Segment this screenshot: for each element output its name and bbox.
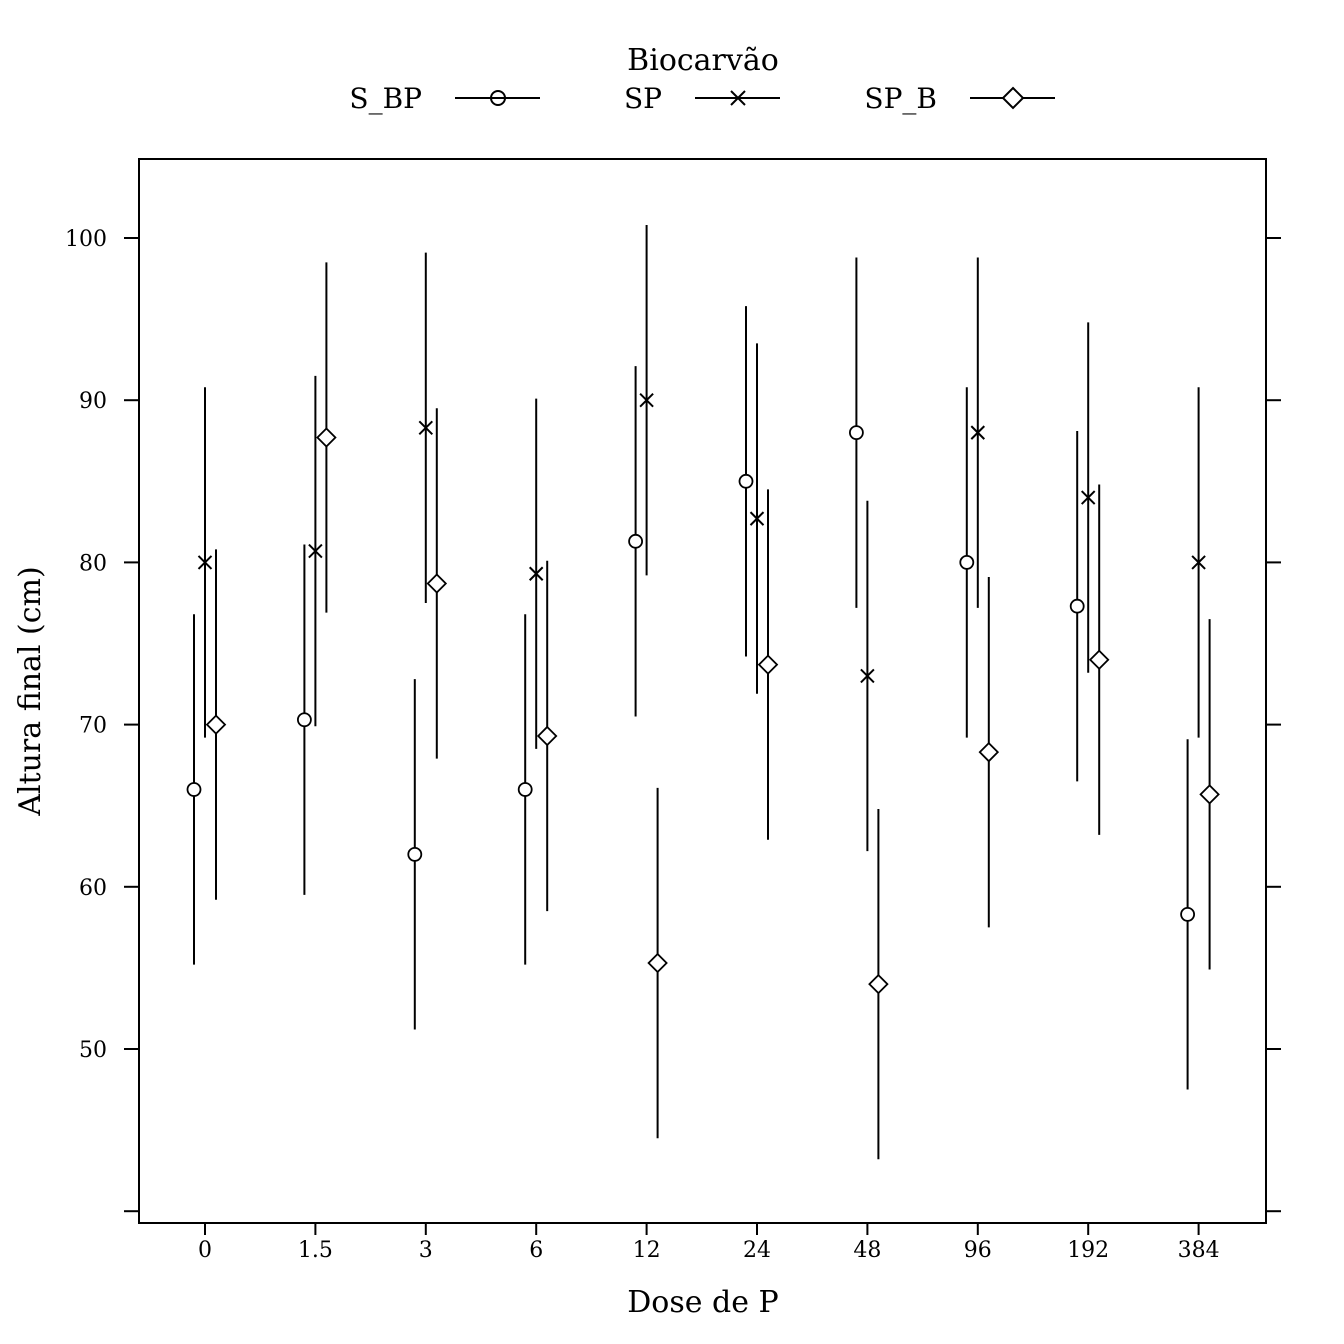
point-diamond (316, 427, 337, 448)
point-circle (849, 425, 864, 441)
legend-entry-s-bp: S_BP (349, 82, 540, 115)
series-sp-b (205, 262, 1220, 1160)
point-diamond (205, 714, 227, 735)
point-diamond (536, 725, 558, 747)
point-diamond (1088, 649, 1110, 670)
point-diamond (647, 952, 668, 974)
legend-entry-sp-b: SP_B (864, 82, 1055, 115)
point-diamond (757, 654, 779, 675)
x-tick-label: 3 (419, 1238, 433, 1263)
point-cross (308, 543, 323, 559)
x-tick-label: 0 (198, 1238, 212, 1263)
point-diamond (868, 973, 889, 995)
x-tick-label: 1.5 (298, 1238, 333, 1263)
legend-label-sp: SP (624, 82, 662, 115)
x-axis: 0 1.5 3 6 12 24 48 96 192 384 (198, 1223, 1220, 1263)
legend-label-sp-b: SP_B (864, 82, 937, 115)
point-cross (418, 420, 434, 435)
legend: Biocarvão S_BP SP SP_B (349, 43, 1055, 115)
legend-marker-diamond (1001, 86, 1025, 110)
point-circle (517, 782, 533, 797)
series-s-bp (186, 257, 1195, 1090)
y-axis-title: Altura final (cm) (13, 566, 48, 816)
point-cross (860, 668, 875, 684)
y-tick-label: 70 (79, 714, 107, 739)
point-circle (959, 555, 975, 570)
y-tick-label: 80 (79, 551, 107, 576)
plot-frame (138, 158, 1267, 1224)
point-cross (1080, 490, 1096, 505)
data-marks (186, 225, 1220, 1160)
x-tick-label: 384 (1178, 1238, 1220, 1263)
x-tick-label: 12 (633, 1238, 661, 1263)
legend-label-s-bp: S_BP (349, 82, 422, 115)
point-circle (738, 473, 754, 489)
point-cross (197, 555, 213, 570)
legend-marker-circle (490, 90, 506, 106)
x-tick-label: 96 (964, 1238, 992, 1263)
point-circle (186, 782, 202, 797)
point-diamond (1199, 784, 1220, 805)
x-tick-label: 24 (743, 1238, 771, 1263)
y-tick-label: 50 (79, 1038, 107, 1063)
point-circle (296, 712, 312, 728)
legend-entry-sp: SP (624, 82, 780, 115)
y-axis: 50 60 70 80 90 100 (65, 227, 1281, 1213)
point-cross (1191, 555, 1206, 570)
x-tick-label: 48 (853, 1238, 881, 1263)
x-tick-label: 6 (529, 1238, 543, 1263)
point-circle (1180, 906, 1195, 922)
point-circle (407, 846, 423, 862)
y-tick-label: 90 (79, 389, 107, 414)
point-cross (639, 392, 654, 408)
point-diamond (426, 573, 448, 594)
point-cross (749, 511, 765, 526)
x-tick-label: 192 (1067, 1238, 1109, 1263)
x-axis-title: Dose de P (627, 1285, 778, 1320)
point-circle (628, 533, 643, 549)
point-cross (970, 425, 986, 440)
point-circle (1069, 598, 1085, 614)
series-sp (197, 225, 1206, 852)
y-tick-label: 60 (79, 876, 107, 901)
point-cross (528, 566, 544, 581)
legend-title: Biocarvão (627, 43, 779, 78)
legend-marker-cross (730, 90, 746, 106)
point-diamond (978, 741, 1000, 763)
y-tick-label: 100 (65, 227, 107, 252)
